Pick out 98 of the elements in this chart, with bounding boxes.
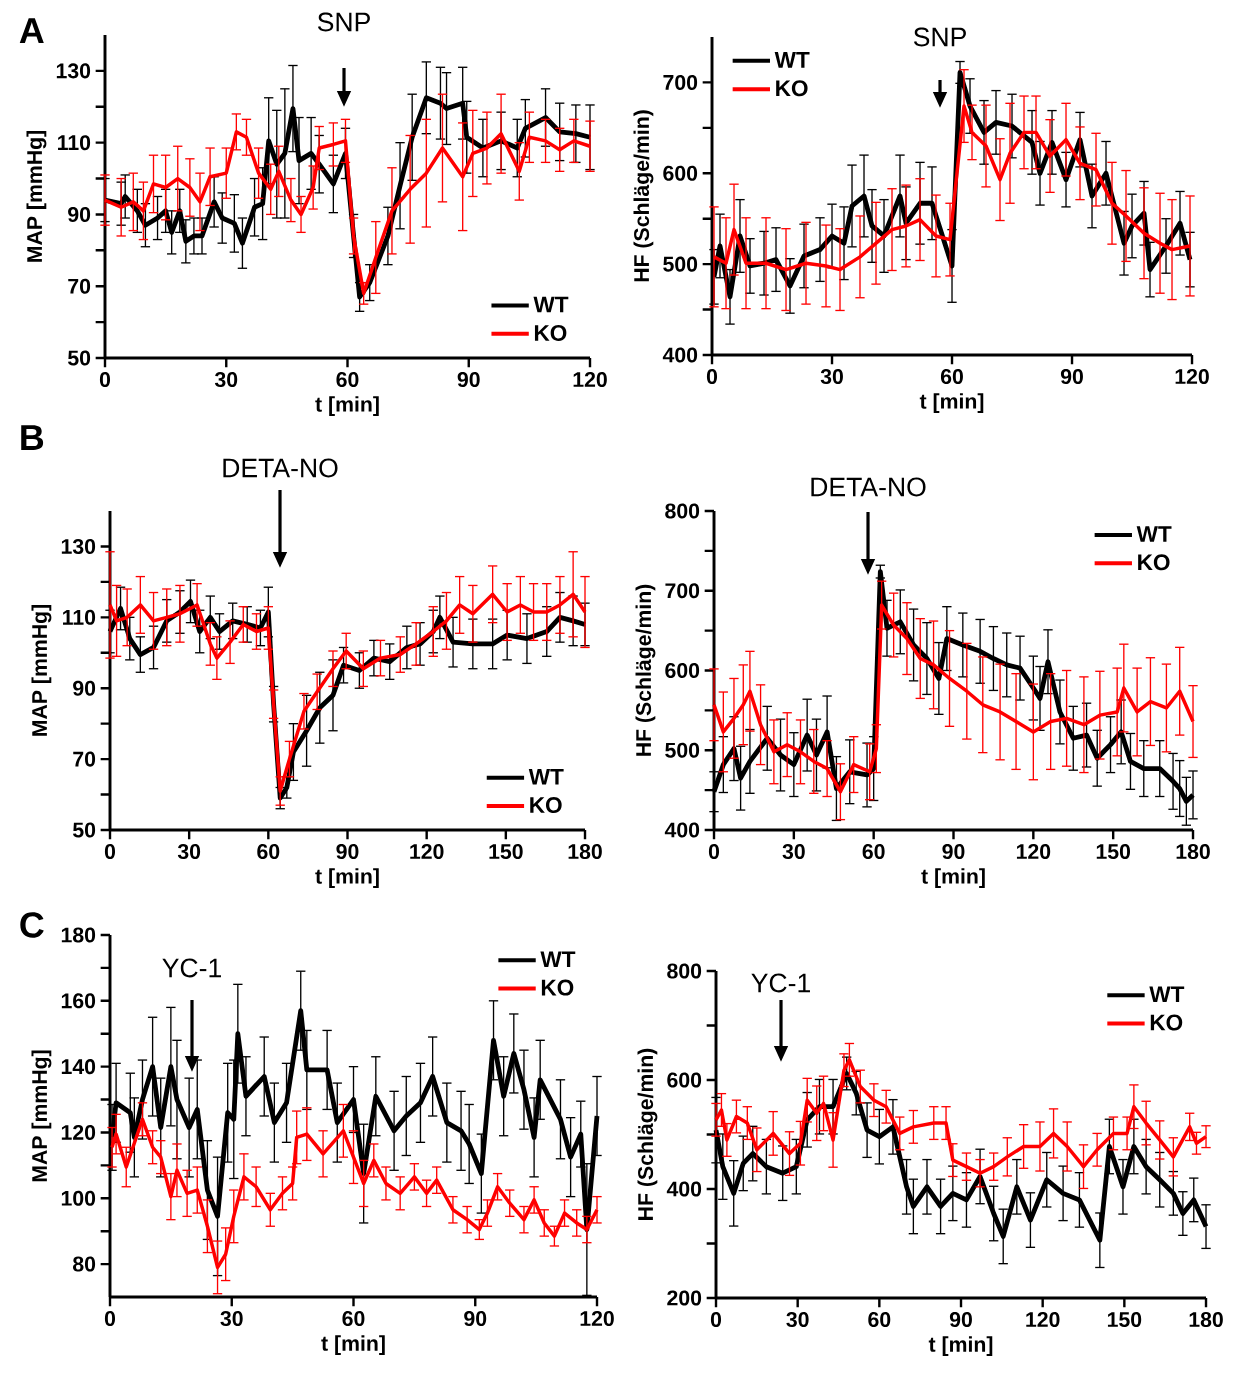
x-axis-title: t [min] — [921, 868, 985, 889]
x-tick-label: 90 — [464, 1311, 487, 1327]
y-axis-title: MAP [mmHg] — [31, 605, 52, 736]
x-tick-label: 120 — [410, 844, 444, 860]
annotation: YC-1 — [162, 958, 221, 978]
x-tick-label: 90 — [336, 844, 359, 860]
x-tick-label: 90 — [1060, 369, 1083, 385]
x-tick-label: 150 — [489, 844, 523, 860]
y-tick-label: 400 — [666, 1181, 702, 1197]
x-axis-title: t [min] — [928, 1336, 993, 1357]
y-tick-label: 120 — [61, 1124, 96, 1140]
y-tick-label: 180 — [61, 927, 96, 943]
x-tick-label: 150 — [1096, 844, 1131, 860]
x-tick-label: 60 — [342, 1311, 365, 1327]
y-tick-label: 100 — [61, 1190, 96, 1206]
y-tick-label: 110 — [63, 609, 96, 625]
x-tick-label: 90 — [457, 372, 480, 388]
y-tick-label: 90 — [68, 206, 91, 222]
y-axis-title: HF (Schläge/min) — [635, 584, 656, 756]
x-tick-label: 60 — [257, 844, 280, 860]
x-tick-label: 60 — [336, 372, 359, 388]
y-tick-label: 50 — [67, 350, 91, 366]
x-tick-label: 30 — [214, 372, 238, 388]
y-tick-label: 140 — [61, 1059, 96, 1075]
x-tick-label: 90 — [949, 1312, 972, 1328]
text: A — [19, 18, 44, 43]
x-tick-label: 0 — [104, 1311, 116, 1327]
x-tick-label: 30 — [820, 369, 843, 385]
y-tick-label: 600 — [667, 1072, 702, 1088]
y-tick-label: 70 — [73, 751, 96, 767]
y-tick-label: 90 — [73, 680, 96, 696]
x-axis-title: t [min] — [315, 396, 379, 417]
text: DETA-NO — [811, 477, 926, 497]
legend-label: KO — [530, 797, 562, 814]
x-tick-label: 180 — [1189, 1312, 1223, 1328]
x-tick-label: 180 — [568, 844, 602, 860]
x-tick-label: 0 — [104, 844, 116, 860]
y-tick-label: 160 — [61, 993, 96, 1009]
x-tick-label: 120 — [580, 1311, 614, 1327]
legend-label: WT — [528, 768, 564, 785]
y-axis-title: HF (Schläge/min) — [637, 1048, 658, 1220]
x-tick-label: 120 — [1175, 369, 1209, 385]
x-tick-label: 30 — [782, 844, 805, 860]
text: DETA-NO — [223, 458, 338, 478]
legend-label: WT — [1149, 986, 1185, 1002]
legend-label: KO — [1150, 1014, 1183, 1031]
y-tick-label: 50 — [72, 822, 96, 838]
y-tick-label: 110 — [58, 135, 91, 151]
y-tick-label: 800 — [665, 503, 700, 519]
x-tick-label: 30 — [220, 1311, 243, 1327]
y-tick-label: 600 — [663, 165, 698, 181]
x-axis-title: t [min] — [315, 868, 379, 889]
x-tick-label: 0 — [99, 372, 111, 388]
x-tick-label: 0 — [708, 844, 720, 860]
text: B — [21, 425, 44, 450]
x-tick-label: 120 — [1026, 1312, 1060, 1328]
y-tick-label: 600 — [665, 662, 700, 679]
y-tick-label: 80 — [73, 1256, 96, 1272]
x-tick-label: 60 — [868, 1312, 891, 1328]
x-tick-label: 120 — [1016, 844, 1051, 860]
x-axis-title: t [min] — [919, 393, 984, 414]
y-tick-label: 800 — [667, 963, 702, 979]
legend-label: WT — [1136, 526, 1172, 542]
y-axis-title: MAP [mmHg] — [31, 1050, 52, 1182]
annotation: SNP — [913, 27, 966, 47]
y-tick-label: 700 — [663, 74, 698, 90]
x-tick-label: 90 — [942, 844, 965, 860]
x-tick-label: 0 — [706, 369, 718, 385]
legend-label: WT — [533, 296, 569, 313]
y-axis-title: MAP [mmHg] — [26, 131, 47, 262]
x-tick-label: 0 — [710, 1312, 722, 1328]
legend-label: KO — [534, 324, 567, 341]
x-tick-label: 30 — [786, 1312, 809, 1328]
legend-label: KO — [541, 979, 574, 996]
y-axis-title: HF (Schläge/min) — [633, 110, 654, 282]
x-tick-label: 150 — [1107, 1312, 1142, 1328]
y-tick-label: 400 — [662, 347, 698, 363]
annotation: YC-1 — [751, 973, 810, 993]
x-tick-label: 30 — [177, 844, 201, 860]
y-tick-label: 700 — [665, 583, 700, 599]
x-tick-label: 120 — [573, 372, 607, 388]
x-tick-label: 180 — [1176, 844, 1210, 860]
text: SNP — [317, 12, 370, 32]
y-tick-label: 130 — [61, 538, 96, 554]
legend-label: WT — [774, 52, 810, 68]
y-tick-label: 500 — [665, 742, 700, 758]
x-axis-title: t [min] — [321, 1335, 385, 1356]
x-tick-label: 60 — [862, 844, 885, 860]
y-tick-label: 400 — [664, 822, 700, 838]
x-tick-label: 60 — [940, 369, 963, 385]
legend-label: KO — [776, 80, 808, 97]
y-tick-label: 200 — [667, 1290, 702, 1306]
y-tick-label: 70 — [68, 278, 91, 294]
text: C — [20, 912, 44, 938]
y-tick-label: 500 — [663, 256, 698, 272]
legend-label: WT — [540, 951, 576, 967]
legend-label: KO — [1138, 554, 1170, 571]
y-tick-label: 130 — [56, 63, 91, 79]
